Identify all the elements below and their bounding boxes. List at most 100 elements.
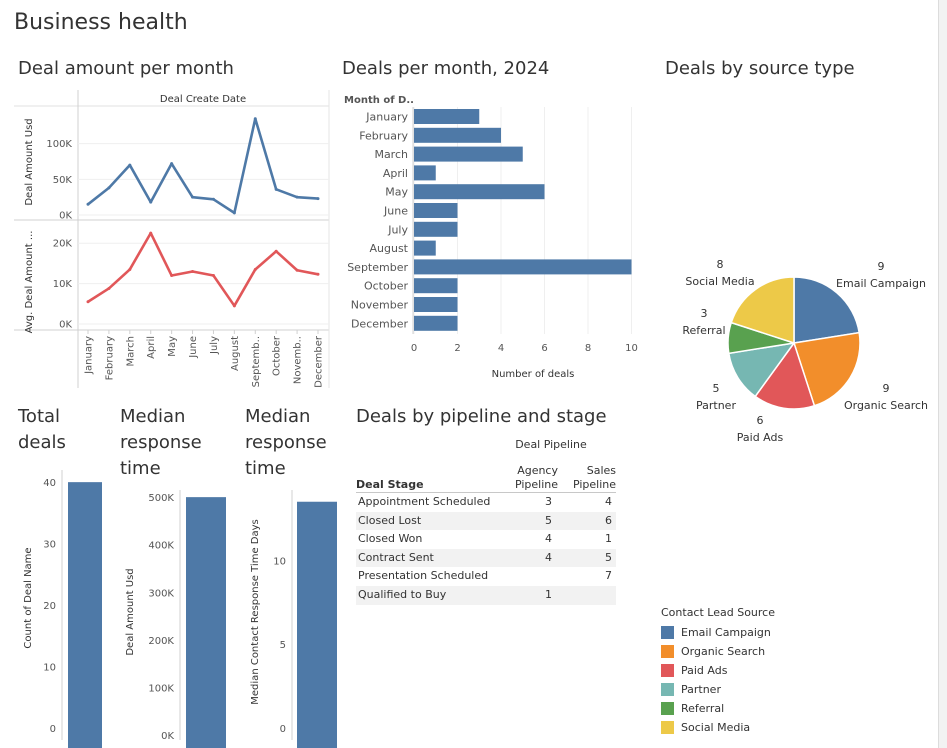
- legend-item-paid-ads[interactable]: Paid Ads: [661, 661, 775, 680]
- y-tick-label: 0: [280, 724, 286, 735]
- pie-slice-email-campaign: [793, 276, 861, 344]
- bar-june: [414, 203, 458, 218]
- bar-january: [414, 109, 480, 124]
- table-cell-agency: 3: [545, 495, 552, 508]
- y-tick-label: 20: [43, 601, 56, 612]
- pie-label-partner-value: 5: [713, 382, 720, 395]
- legend-label: Social Media: [681, 721, 751, 734]
- bar-category-label: December: [351, 317, 409, 330]
- table-cell-stage: Presentation Scheduled: [358, 569, 489, 583]
- line-chart-title: Deal amount per month: [18, 58, 234, 79]
- table-col-agency-header: Agency Pipeline: [502, 464, 558, 492]
- data-point: [211, 274, 215, 278]
- y-tick-label: 50K: [53, 175, 73, 186]
- pie-label-referral-value: 3: [701, 307, 708, 320]
- x-tick-label: 4: [498, 343, 504, 354]
- bar-category-label: September: [347, 261, 408, 274]
- table-title: Deals by pipeline and stage: [356, 406, 607, 427]
- pie-slice-organic-search: [793, 331, 861, 407]
- table-row-header: Deal Stage: [356, 478, 424, 491]
- bar-may: [414, 184, 545, 200]
- y-axis-label-top: Deal Amount Usd: [24, 118, 35, 205]
- bar-category-label: May: [385, 186, 408, 199]
- series-line-deal-amount: [87, 117, 319, 215]
- bar-december: [414, 315, 458, 331]
- legend: Contact Lead Source Email Campaign Organi…: [661, 606, 775, 737]
- data-point: [107, 286, 111, 290]
- table-cell-stage: Contract Sent: [358, 550, 434, 564]
- legend-item-referral[interactable]: Referral: [661, 699, 775, 718]
- y-tick-label: 5: [280, 640, 286, 651]
- data-point: [253, 267, 257, 271]
- bar-category-label: March: [374, 148, 408, 161]
- legend-label: Paid Ads: [681, 664, 728, 677]
- y-tick-label: 20K: [53, 239, 73, 250]
- x-tick-label: March: [125, 336, 136, 366]
- table-body: Appointment Scheduled 3 4 Closed Lost 5 6 Clos…: [356, 493, 616, 605]
- x-tick-label: 10: [625, 343, 638, 354]
- bar-category-label: July: [387, 223, 408, 236]
- pie-label-social-name: Social Media: [685, 275, 754, 288]
- table-cell-sales: 7: [605, 569, 612, 583]
- table-cell-agency: 4: [545, 532, 552, 546]
- x-tick-label: 6: [541, 343, 547, 354]
- legend-label: Organic Search: [681, 645, 766, 658]
- bar-category-label: August: [370, 242, 409, 255]
- pipeline-stage-table: Deal Pipeline Deal Stage Agency Pipeline…: [356, 438, 616, 605]
- pie-label-email-value: 9: [878, 260, 885, 273]
- legend-swatch: [661, 702, 674, 715]
- table-col-sales-header: Sales Pipeline: [558, 464, 616, 492]
- legend-item-social-media[interactable]: Social Media: [661, 718, 775, 737]
- legend-swatch: [661, 645, 674, 658]
- y-tick-label: 0K: [59, 320, 72, 331]
- pie-label-partner-name: Partner: [696, 399, 736, 412]
- legend-item-organic-search[interactable]: Organic Search: [661, 642, 775, 661]
- data-point: [191, 269, 195, 273]
- legend-item-email-campaign[interactable]: Email Campaign: [661, 623, 775, 642]
- legend-item-partner[interactable]: Partner: [661, 680, 775, 699]
- data-point: [232, 211, 236, 215]
- source-pie-chart: 9 Email Campaign 9 Organic Search 6 Paid…: [682, 258, 928, 444]
- table-row: Closed Won 4 1: [356, 530, 616, 549]
- pie-label-organic-name: Organic Search: [844, 399, 928, 412]
- y-tick-label: 400K: [148, 541, 174, 552]
- sales-header-line2: Pipeline: [572, 478, 616, 491]
- data-point: [86, 300, 90, 304]
- kpi-median-amount-ylabel: Deal Amount Usd: [125, 568, 136, 655]
- pie-slice-paid-ads: [754, 341, 816, 410]
- data-point: [170, 274, 174, 278]
- pie-label-email-name: Email Campaign: [836, 277, 926, 290]
- line-chart: Deal Create Date Deal Amount Usd Avg. De…: [14, 90, 330, 388]
- series-line-avg-deal-amount: [87, 231, 319, 308]
- kpi-median-days-ylabel: Median Contact Response Time Days: [250, 519, 261, 704]
- pie-slice-social-media: [730, 276, 795, 345]
- y-tick-label: 0K: [59, 211, 72, 222]
- legend-label: Email Campaign: [681, 626, 771, 639]
- x-tick-label: July: [209, 336, 220, 355]
- table-cell-sales: [552, 586, 612, 605]
- bar-september: [414, 259, 632, 275]
- table-cell-stage: Closed Won: [358, 532, 423, 546]
- table-row: Appointment Scheduled 3 4: [356, 493, 616, 512]
- bar-february: [414, 127, 501, 143]
- x-tick-label: October: [272, 335, 283, 376]
- x-tick-label: 8: [585, 343, 591, 354]
- data-point: [295, 268, 299, 272]
- pie-label-social-value: 8: [717, 258, 724, 271]
- bar-october: [414, 278, 458, 294]
- bar-category-label: April: [383, 167, 408, 180]
- bar-category-label: November: [351, 299, 409, 312]
- data-point: [149, 231, 153, 235]
- y-tick-label: 100K: [148, 683, 174, 694]
- data-point: [191, 195, 195, 199]
- x-tick-label: April: [146, 336, 157, 359]
- table-cell-sales: 4: [605, 495, 612, 508]
- kpi-bar-0: [68, 482, 102, 748]
- vertical-scrollbar[interactable]: [938, 0, 947, 748]
- legend-swatch: [661, 626, 674, 639]
- bar-august: [414, 240, 436, 256]
- table-cell-sales: 5: [605, 550, 612, 564]
- bar-category-label: January: [365, 111, 408, 124]
- table-cell-sales: 1: [605, 532, 612, 546]
- table-cell-agency: 1: [545, 587, 552, 601]
